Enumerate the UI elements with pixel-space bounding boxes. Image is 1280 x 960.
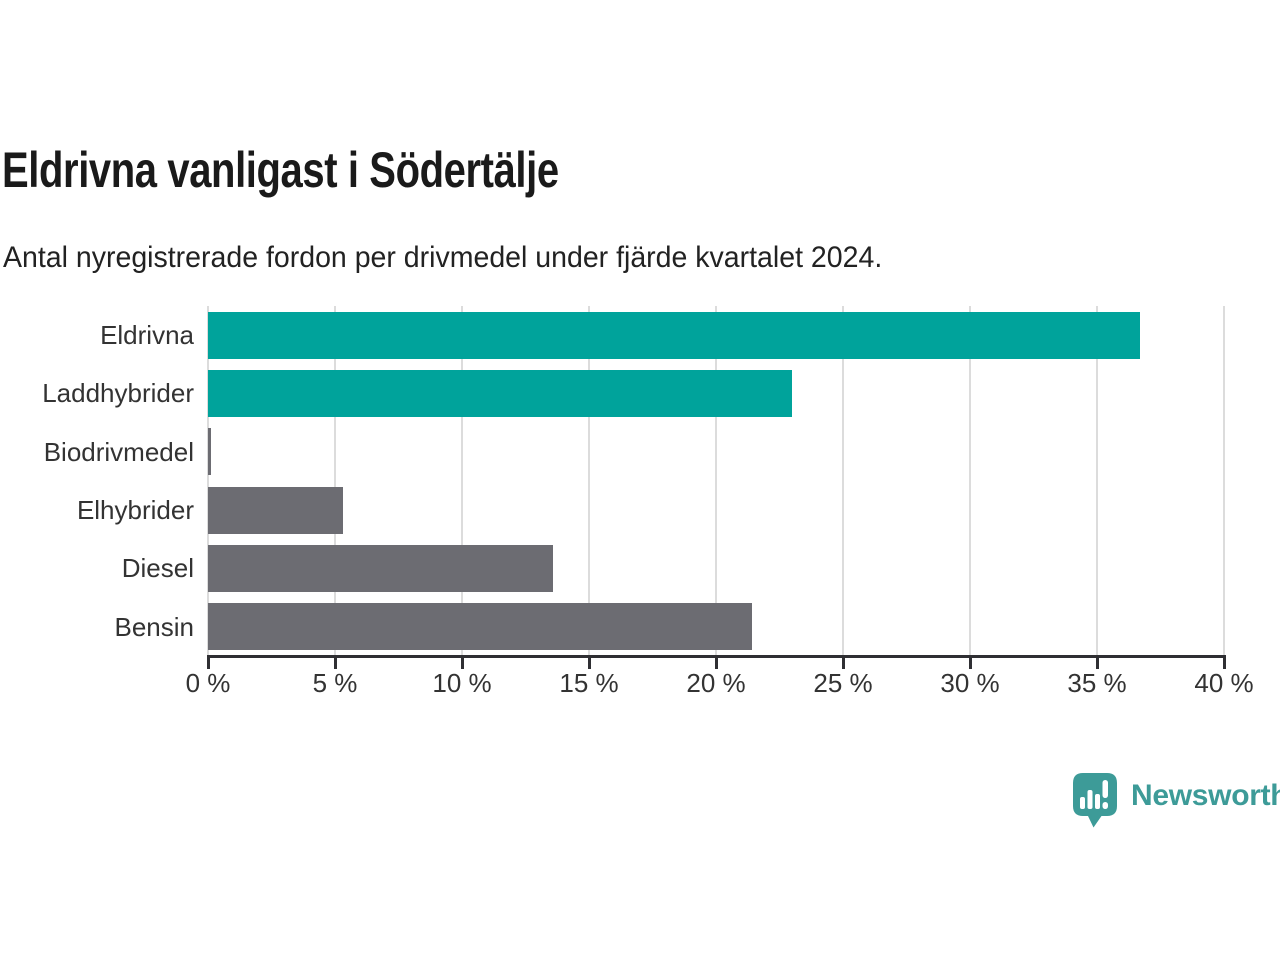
- category-label: Bensin: [114, 611, 195, 642]
- gridline: [1223, 306, 1225, 655]
- gridline: [334, 306, 336, 655]
- gridline: [969, 306, 971, 655]
- x-axis-tick: [333, 658, 337, 669]
- bar-biodrivmedel: [208, 428, 211, 476]
- gridline: [715, 306, 717, 655]
- x-axis-tick: [841, 658, 845, 669]
- x-tick-label: 35 %: [1067, 668, 1127, 698]
- newsworthy-logo-icon: [1073, 773, 1117, 828]
- x-axis-line: [207, 655, 1226, 658]
- chart-subtitle: Antal nyregistrerade fordon per drivmede…: [3, 241, 883, 274]
- category-label: Biodrivmedel: [43, 436, 194, 467]
- x-tick-label: 30 %: [940, 668, 1000, 698]
- gridline: [207, 306, 209, 655]
- x-tick-label: 25 %: [813, 668, 873, 698]
- category-label: Elhybrider: [76, 495, 194, 525]
- bar-laddhybrider: [208, 370, 793, 417]
- gridline: [842, 306, 844, 655]
- newsworthy-logo: Newsworthy: [1072, 772, 1280, 830]
- category-label: Laddhybrider: [42, 378, 194, 409]
- x-axis-tick: [460, 658, 464, 669]
- bar-eldrivna: [208, 311, 1141, 359]
- x-axis-tick: [206, 658, 210, 669]
- category-label: Eldrivna: [100, 320, 194, 350]
- x-axis-tick: [714, 658, 718, 669]
- bar-bensin: [208, 603, 752, 651]
- bar-elhybrider: [208, 486, 343, 534]
- x-axis-tick: [1095, 658, 1099, 669]
- bar-diesel: [208, 545, 554, 592]
- x-tick-label: 20 %: [686, 668, 746, 698]
- x-tick-label: 15 %: [559, 668, 619, 698]
- category-label: Diesel: [121, 553, 194, 584]
- x-tick-label: 0 %: [185, 668, 231, 698]
- x-axis-tick: [587, 658, 591, 669]
- x-tick-label: 40 %: [1194, 668, 1254, 698]
- gridline: [1096, 306, 1098, 655]
- x-axis-tick: [1222, 658, 1226, 669]
- newsworthy-logo-text: Newsworthy: [1131, 779, 1280, 812]
- gridline: [588, 306, 590, 655]
- chart-title: Eldrivna vanligast i Södertälje: [2, 142, 559, 198]
- gridline: [461, 306, 463, 655]
- x-tick-label: 10 %: [432, 668, 492, 698]
- x-tick-label: 5 %: [312, 668, 358, 698]
- x-axis-tick: [968, 658, 972, 669]
